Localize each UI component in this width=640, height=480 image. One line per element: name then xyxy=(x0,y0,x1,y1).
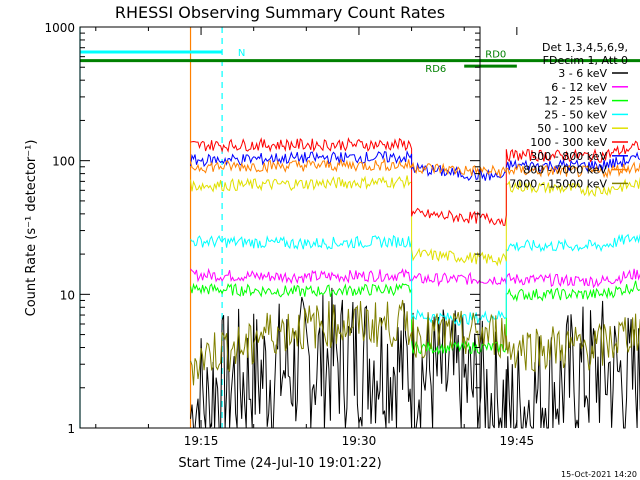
legend-label-3: 25 - 50 keV xyxy=(544,108,607,121)
flag-label-rd0: RD0 xyxy=(485,50,506,61)
series-line-8 xyxy=(190,299,640,386)
series-line-5 xyxy=(190,137,640,226)
x-tick-label-0: 19:15 xyxy=(184,434,219,448)
chart-title: RHESSI Observing Summary Count Rates xyxy=(115,3,445,22)
x-tick-label-2: 19:45 xyxy=(500,434,535,448)
y-tick-label-1: 10 xyxy=(60,288,75,302)
timestamp: 15-Oct-2021 14:20 xyxy=(561,470,637,479)
legend-label-6: 300 - 800 keV xyxy=(530,150,607,163)
flag-label-rd6: RD6 xyxy=(425,64,446,75)
legend-label-0: 3 - 6 keV xyxy=(558,67,607,80)
series-line-4 xyxy=(190,175,640,267)
legend-label-7: 800 - 7000 keV xyxy=(523,164,607,177)
y-tick-label-3: 1000 xyxy=(44,21,75,35)
legend-label-2: 12 - 25 keV xyxy=(544,95,607,108)
flag-label-n: N xyxy=(238,48,245,59)
x-axis-label: Start Time (24-Jul-10 19:01:22) xyxy=(178,456,381,471)
series-line-3 xyxy=(190,233,640,326)
series-line-2 xyxy=(190,280,640,356)
legend-header-0: Det 1,3,4,5,6,9, xyxy=(542,41,628,54)
series-line-0 xyxy=(190,287,640,429)
plot-frame xyxy=(79,26,481,429)
y-tick-label-0: 1 xyxy=(67,422,75,436)
legend-header-1: FDecim 1, Att 0 xyxy=(543,54,628,67)
legend-label-8: 7000 - 15000 keV xyxy=(509,177,607,190)
series-line-6 xyxy=(190,149,640,181)
x-tick-label-1: 19:30 xyxy=(342,434,377,448)
series-line-1 xyxy=(190,267,640,289)
legend-label-4: 50 - 100 keV xyxy=(537,122,607,135)
legend: Det 1,3,4,5,6,9,FDecim 1, Att 03 - 6 keV… xyxy=(509,41,628,190)
plot-area: NRD0RD6S xyxy=(79,27,640,429)
y-tick-label-2: 100 xyxy=(52,155,75,169)
legend-label-1: 6 - 12 keV xyxy=(551,81,607,94)
legend-label-5: 100 - 300 keV xyxy=(530,136,607,149)
y-axis-label: Count Rate (s⁻¹ detector⁻¹) xyxy=(24,140,39,317)
series-line-7 xyxy=(190,157,640,179)
